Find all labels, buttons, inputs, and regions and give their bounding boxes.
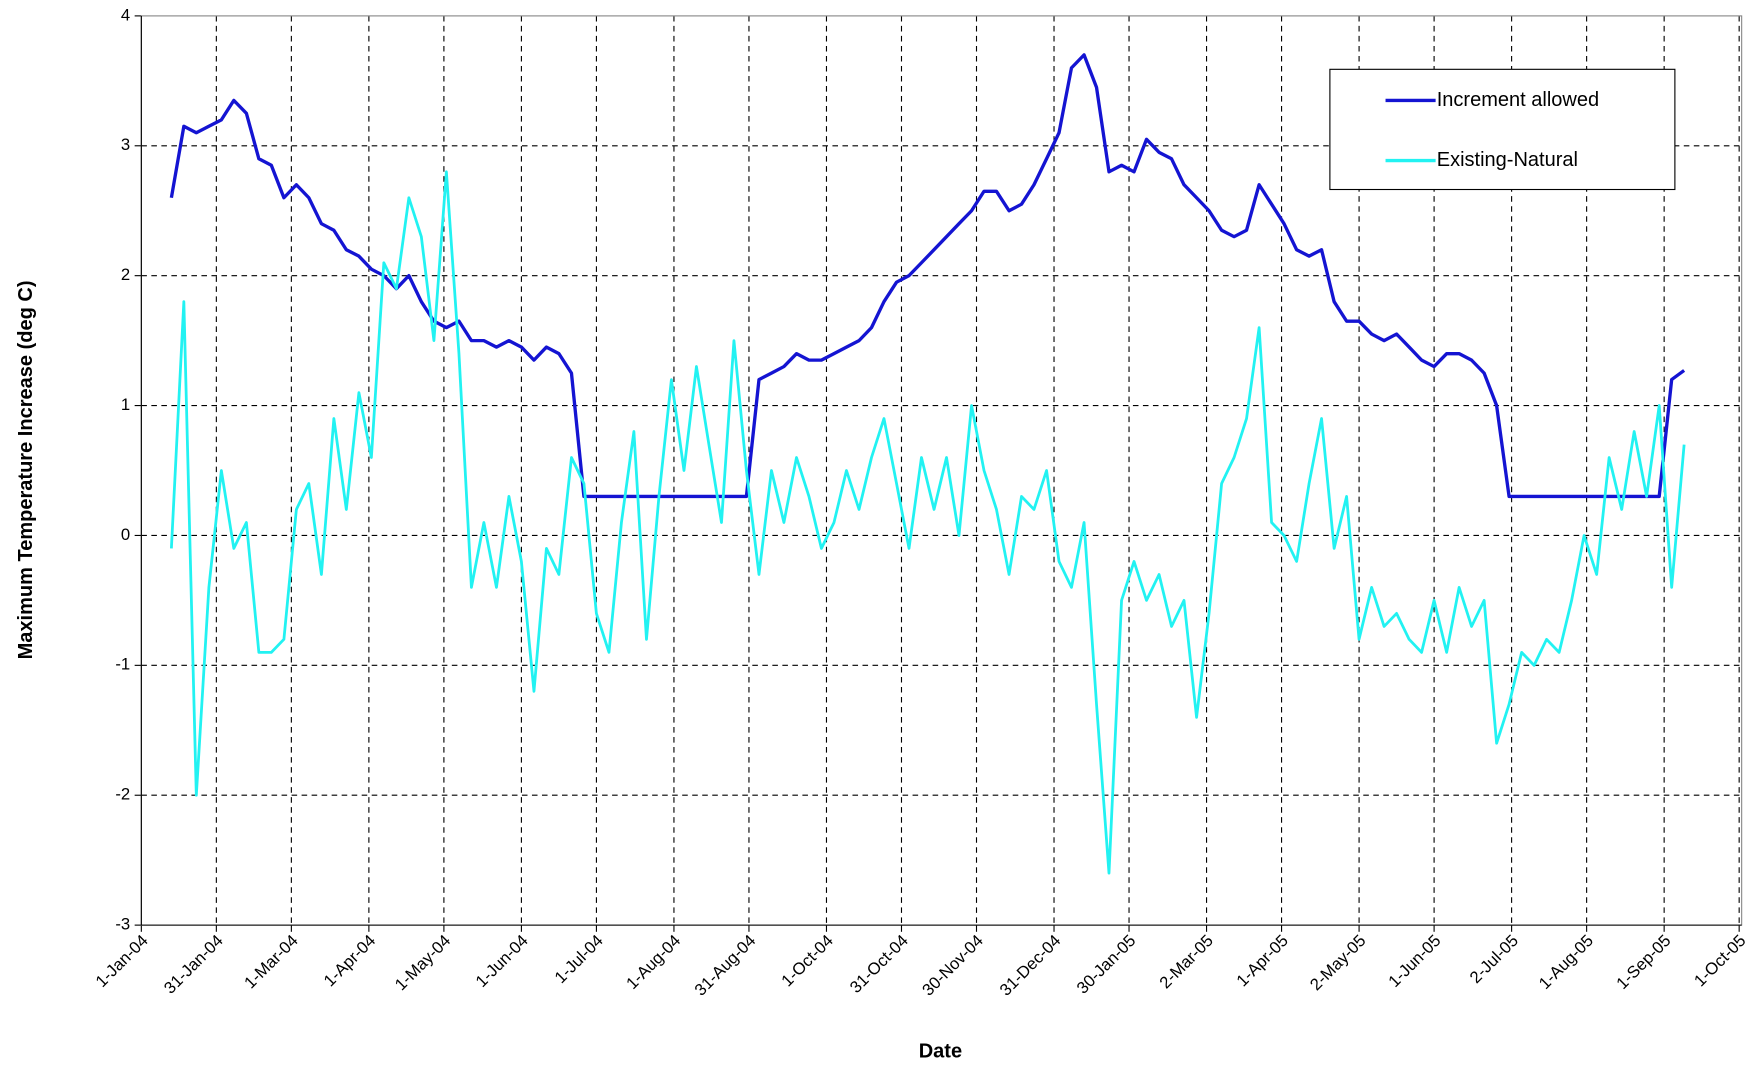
x-tick-label: 31-Aug-04 xyxy=(691,931,760,1000)
x-tick-label: 31-Oct-04 xyxy=(846,931,912,997)
x-tick-label: 2-May-05 xyxy=(1306,931,1369,994)
x-tick-label: 1-Jul-04 xyxy=(551,931,607,987)
x-tick-label: 30-Nov-04 xyxy=(918,931,987,1000)
x-tick-label: 1-May-04 xyxy=(391,931,454,994)
x-tick-label: 1-Apr-04 xyxy=(320,931,379,990)
x-tick-label: 1-Aug-04 xyxy=(622,931,684,993)
x-tick-label: 31-Jan-04 xyxy=(160,931,227,998)
series-line xyxy=(169,170,1686,875)
legend: Increment allowed Existing-Natural xyxy=(1329,68,1676,191)
x-tick-label: 1-Apr-05 xyxy=(1233,931,1292,990)
y-tick-label: -3 xyxy=(115,915,130,934)
x-tick-label: 30-Jan-05 xyxy=(1073,931,1140,998)
x-tick-label: 1-Sep-05 xyxy=(1613,931,1675,993)
y-tick-label: 1 xyxy=(121,395,130,414)
y-axis-title: Maximum Temperature Increase (deg C) xyxy=(15,280,37,659)
x-tick-label: 2-Mar-05 xyxy=(1156,931,1217,992)
y-tick-label: -1 xyxy=(115,655,130,674)
y-tick-label: 2 xyxy=(121,265,130,284)
legend-label: Existing-Natural xyxy=(1437,149,1578,171)
x-tick-label: 1-Jun-05 xyxy=(1384,931,1444,991)
x-tick-label: 1-Aug-05 xyxy=(1535,931,1597,993)
x-tick-label: 31-Dec-04 xyxy=(996,931,1065,1000)
x-tick-label: 1-Mar-04 xyxy=(240,931,301,992)
series-line xyxy=(169,53,1686,499)
legend-label: Increment allowed xyxy=(1437,89,1599,111)
x-axis-title: Date xyxy=(919,1041,962,1063)
y-tick-label: 4 xyxy=(121,5,130,24)
y-tick-label: -2 xyxy=(115,785,130,804)
legend-box xyxy=(1329,68,1676,191)
y-tick-label: 3 xyxy=(121,135,130,154)
x-tick-label: 1-Oct-05 xyxy=(1690,931,1745,990)
x-tick-label: 2-Jul-05 xyxy=(1466,931,1522,987)
x-tick-label: 1-Jan-04 xyxy=(92,931,152,991)
x-tick-label: 1-Jun-04 xyxy=(472,931,532,991)
y-tick-label: 0 xyxy=(121,525,130,544)
x-tick-label: 1-Oct-04 xyxy=(778,931,837,990)
